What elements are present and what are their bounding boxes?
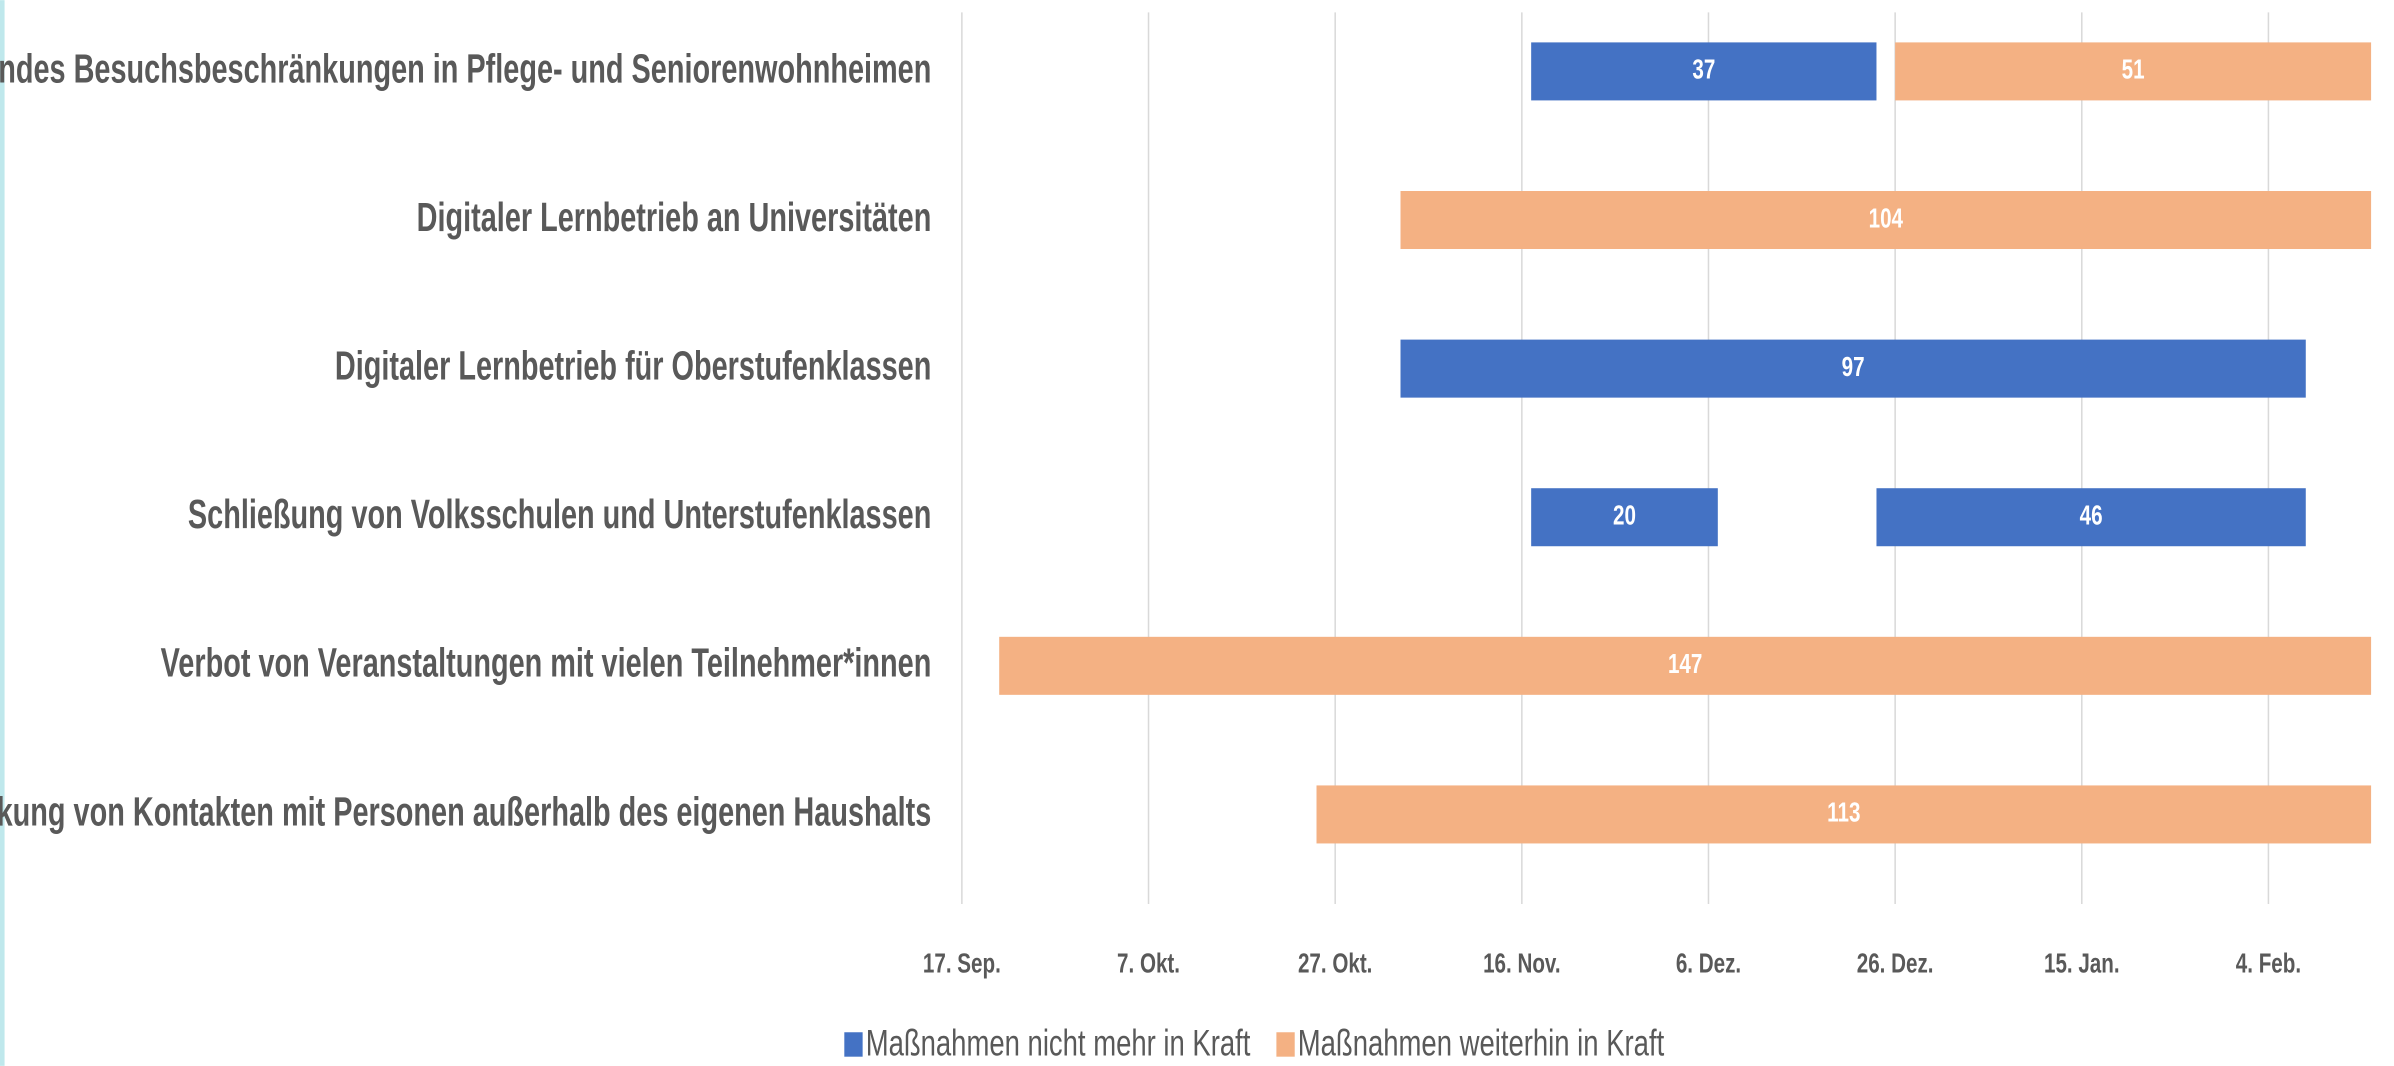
value-label: 37	[1692, 55, 1715, 86]
category-group: Digitaler Lernbetrieb für Oberstufenklas…	[335, 342, 931, 388]
legend-swatch	[844, 1032, 863, 1057]
x-tick-label: 27. Okt.	[1298, 949, 1372, 980]
value-label-group: 113	[1827, 798, 1860, 829]
category-group: Einschränkung von Kontakten mit Personen…	[0, 788, 931, 834]
x-tick-group: 16. Nov.	[1483, 949, 1560, 980]
value-label: 51	[2122, 55, 2145, 86]
edge-strip	[0, 0, 5, 1066]
x-tick-label: 16. Nov.	[1483, 949, 1560, 980]
category-label: Digitaler Lernbetrieb an Universitäten	[417, 194, 932, 240]
value-label: 46	[2080, 501, 2103, 532]
bar	[1400, 191, 2372, 250]
x-tick-label: 26. Dez.	[1857, 949, 1934, 980]
legend-swatch	[1276, 1032, 1295, 1057]
x-tick-label: 6. Dez.	[1676, 949, 1741, 980]
value-label-group: 147	[1668, 649, 1702, 680]
value-label-group: 37	[1692, 55, 1715, 86]
value-label: 104	[1869, 204, 1904, 235]
value-label-group: 104	[1869, 204, 1904, 235]
category-label: Schließung von Volksschulen und Unterstu…	[188, 491, 931, 537]
bar	[1531, 42, 1877, 101]
value-label-group: 51	[2122, 55, 2145, 86]
x-tick-group: 27. Okt.	[1298, 949, 1372, 980]
value-label: 20	[1613, 501, 1636, 532]
bar	[1531, 488, 1718, 547]
x-tick-group: 6. Dez.	[1676, 949, 1741, 980]
x-tick-group: 7. Okt.	[1117, 949, 1180, 980]
bar	[1316, 785, 2372, 844]
x-tick-label: 17. Sep.	[923, 949, 1001, 980]
category-group: Weitgehendes Besuchsbeschränkungen in Pf…	[0, 45, 931, 91]
value-label-group: 46	[2080, 501, 2103, 532]
bar	[1876, 488, 2306, 547]
value-label-group: 97	[1842, 352, 1865, 383]
bar	[999, 636, 2372, 695]
category-label: Verbot von Veranstaltungen mit vielen Te…	[161, 640, 932, 686]
category-label: Einschränkung von Kontakten mit Personen…	[0, 788, 931, 834]
x-tick-group: 17. Sep.	[923, 949, 1001, 980]
category-group: Schließung von Volksschulen und Unterstu…	[188, 491, 931, 537]
value-label-group: 20	[1613, 501, 1636, 532]
x-tick-label: 4. Feb.	[2236, 949, 2301, 980]
legend-label: Maßnahmen weiterhin in Kraft	[1298, 1023, 1664, 1064]
bar	[1895, 42, 2372, 101]
x-tick-label: 7. Okt.	[1117, 949, 1180, 980]
category-label: Digitaler Lernbetrieb für Oberstufenklas…	[335, 342, 931, 388]
x-tick-label: 15. Jan.	[2044, 949, 2120, 980]
x-tick-group: 15. Jan.	[2044, 949, 2120, 980]
legend-group: Maßnahmen nicht mehr in Kraft	[866, 1023, 1251, 1064]
x-tick-group: 26. Dez.	[1857, 949, 1934, 980]
legend-label: Maßnahmen nicht mehr in Kraft	[866, 1023, 1251, 1064]
category-label: Weitgehendes Besuchsbeschränkungen in Pf…	[0, 45, 931, 91]
value-label: 113	[1827, 798, 1860, 829]
category-group: Verbot von Veranstaltungen mit vielen Te…	[161, 640, 932, 686]
value-label: 147	[1668, 649, 1702, 680]
legend-group: Maßnahmen weiterhin in Kraft	[1298, 1023, 1664, 1064]
category-group: Digitaler Lernbetrieb an Universitäten	[417, 194, 932, 240]
bar	[1400, 339, 2306, 398]
x-tick-group: 4. Feb.	[2236, 949, 2301, 980]
value-label: 97	[1842, 352, 1865, 383]
